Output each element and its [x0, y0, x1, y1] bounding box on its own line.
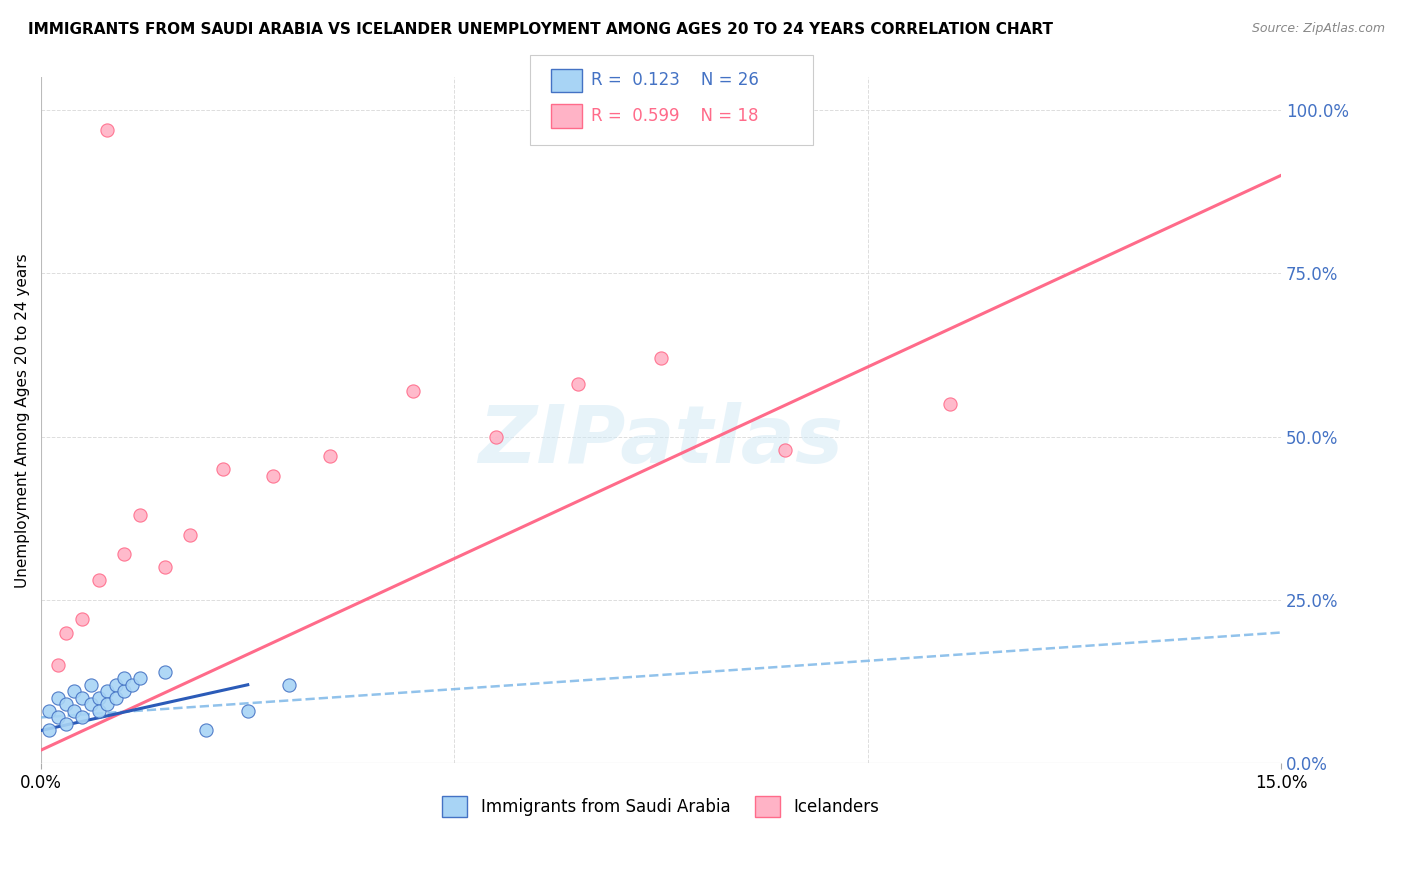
Point	[179, 527, 201, 541]
Point	[212, 462, 235, 476]
Point	[939, 397, 962, 411]
Point	[72, 612, 94, 626]
Point	[773, 442, 796, 457]
Point	[38, 704, 60, 718]
Point	[129, 508, 152, 522]
Point	[112, 684, 135, 698]
Point	[153, 665, 176, 679]
Text: IMMIGRANTS FROM SAUDI ARABIA VS ICELANDER UNEMPLOYMENT AMONG AGES 20 TO 24 YEARS: IMMIGRANTS FROM SAUDI ARABIA VS ICELANDE…	[28, 22, 1053, 37]
Point	[63, 704, 86, 718]
Point	[87, 690, 110, 705]
Point	[46, 710, 69, 724]
Point	[485, 429, 508, 443]
Point	[38, 723, 60, 738]
Point	[72, 710, 94, 724]
Point	[72, 690, 94, 705]
Point	[80, 698, 103, 712]
Legend: Immigrants from Saudi Arabia, Icelanders: Immigrants from Saudi Arabia, Icelanders	[436, 789, 886, 823]
Point	[129, 671, 152, 685]
Point	[96, 684, 118, 698]
Text: R =  0.599    N = 18: R = 0.599 N = 18	[591, 107, 758, 125]
Point	[63, 684, 86, 698]
Point	[402, 384, 425, 398]
Point	[55, 698, 77, 712]
Text: Source: ZipAtlas.com: Source: ZipAtlas.com	[1251, 22, 1385, 36]
Point	[96, 698, 118, 712]
Point	[319, 449, 342, 463]
Point	[87, 574, 110, 588]
Point	[650, 351, 672, 366]
Point	[262, 468, 284, 483]
Point	[87, 704, 110, 718]
Point	[567, 377, 589, 392]
Point	[80, 678, 103, 692]
Y-axis label: Unemployment Among Ages 20 to 24 years: Unemployment Among Ages 20 to 24 years	[15, 253, 30, 588]
Point	[104, 678, 127, 692]
Point	[112, 671, 135, 685]
Point	[236, 704, 259, 718]
Point	[46, 658, 69, 673]
Text: ZIPatlas: ZIPatlas	[478, 402, 844, 480]
Point	[278, 678, 301, 692]
Point	[121, 678, 143, 692]
Point	[96, 122, 118, 136]
Point	[55, 717, 77, 731]
Point	[112, 547, 135, 561]
Point	[195, 723, 218, 738]
Point	[55, 625, 77, 640]
Point	[104, 690, 127, 705]
Point	[153, 560, 176, 574]
Point	[46, 690, 69, 705]
Text: R =  0.123    N = 26: R = 0.123 N = 26	[591, 71, 758, 89]
